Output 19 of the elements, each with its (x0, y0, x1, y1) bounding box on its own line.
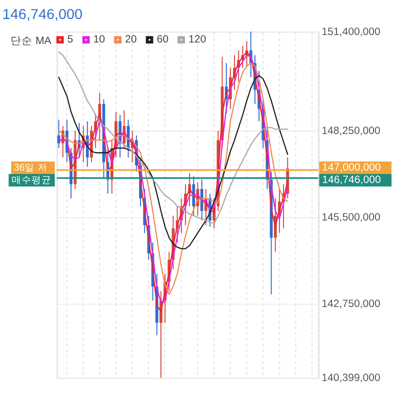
line-series (58, 75, 288, 250)
text: 146,746,000 (2, 7, 83, 24)
y-tick-label: 145,500,000 (322, 212, 380, 224)
text: 147,000,000 (322, 162, 381, 174)
text: 146,746,000 (322, 174, 381, 186)
ref-line-label: 36일 저 (14, 162, 48, 174)
y-tick-label: 148,250,000 (322, 125, 380, 138)
legend-label: 5 (67, 34, 74, 46)
candlestick (192, 176, 196, 216)
ref-line-label: 매수평균 (12, 175, 52, 186)
y-tick-label: 140,399,000 (322, 372, 380, 384)
legend-label: 10 (93, 34, 106, 46)
y-tick-label: 151,400,000 (322, 26, 380, 38)
legend-title: 단순 MA (10, 35, 52, 48)
legend-label: 120 (188, 34, 206, 46)
y-tick-label: 142,750,000 (322, 298, 380, 310)
line-series (58, 51, 288, 224)
legend-label: 20 (125, 34, 137, 46)
legend-label: 60 (156, 34, 169, 46)
